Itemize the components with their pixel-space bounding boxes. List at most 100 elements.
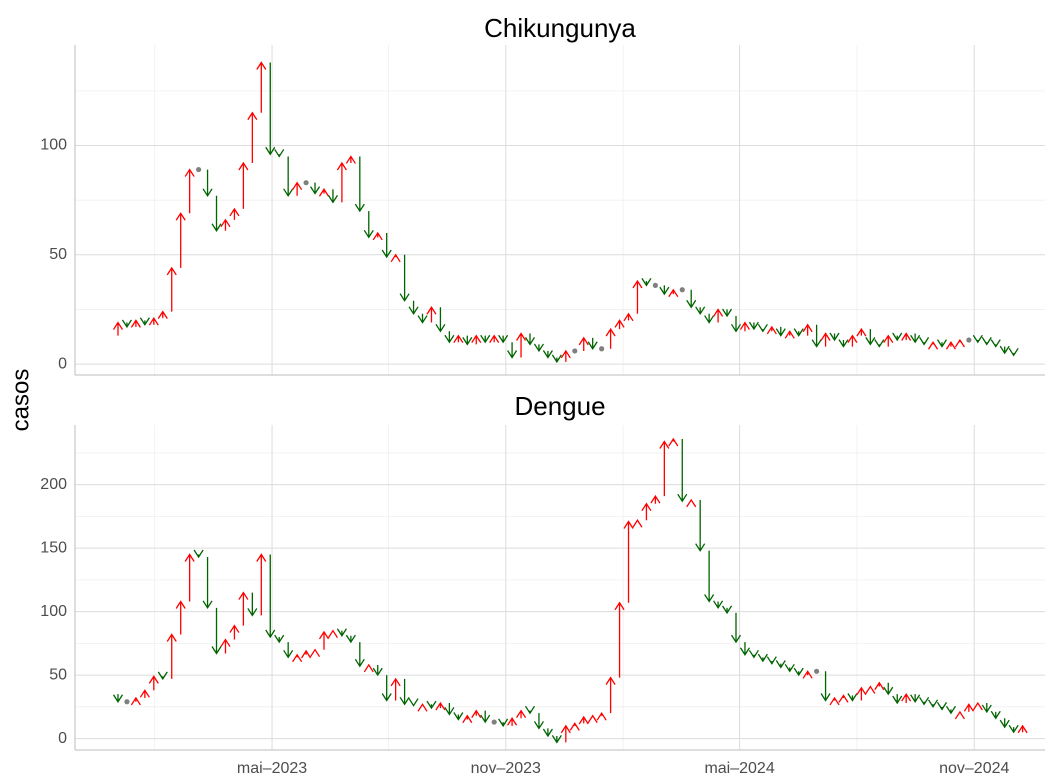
up-arrow [560, 724, 571, 743]
down-arrow [507, 342, 518, 359]
y-tick-label: 0 [58, 355, 67, 372]
down-arrow [551, 735, 562, 744]
down-arrow [283, 642, 294, 659]
up-arrow [713, 308, 724, 323]
up-arrow [292, 653, 303, 663]
x-tick-label: nov–2023 [471, 760, 541, 776]
down-arrow [999, 345, 1010, 355]
down-arrow [919, 337, 930, 346]
down-arrow [408, 698, 419, 707]
down-arrow [426, 700, 437, 710]
down-arrow [811, 324, 822, 348]
up-arrow [318, 188, 330, 197]
down-arrow [739, 642, 751, 656]
up-arrow [130, 319, 141, 328]
up-arrow [471, 709, 482, 718]
down-arrow [498, 718, 509, 728]
up-arrow [856, 327, 867, 337]
up-arrow [578, 336, 589, 351]
up-arrow [614, 601, 625, 678]
up-arrow [614, 319, 625, 330]
down-arrow [417, 313, 428, 324]
down-arrow [981, 703, 992, 714]
down-arrow [677, 438, 688, 503]
up-arrow [659, 440, 670, 497]
flat-dot [303, 180, 309, 186]
down-arrow [265, 62, 276, 156]
down-arrow [695, 306, 706, 316]
up-arrow [238, 161, 249, 209]
down-arrow [775, 660, 786, 669]
down-arrow [121, 319, 132, 329]
up-arrow [766, 325, 777, 335]
down-arrow [990, 339, 1001, 348]
down-arrow [551, 354, 562, 364]
up-arrow [874, 681, 885, 691]
up-arrow [829, 696, 840, 706]
down-arrow [704, 313, 715, 324]
up-arrow [838, 694, 849, 703]
down-arrow [1008, 724, 1019, 734]
down-arrow [936, 702, 948, 711]
down-arrow [641, 278, 652, 287]
down-arrow [919, 696, 930, 706]
flat-dot [491, 719, 497, 725]
down-arrow [793, 328, 804, 337]
down-arrow [775, 326, 786, 337]
down-arrow [524, 705, 536, 715]
down-arrow [1008, 347, 1019, 357]
down-arrow [945, 705, 957, 715]
down-arrow [381, 675, 392, 702]
up-arrow [515, 332, 527, 358]
up-arrow [426, 306, 437, 323]
down-arrow [193, 549, 204, 559]
up-arrow [623, 520, 634, 603]
up-arrow [175, 212, 186, 268]
up-arrow [954, 338, 965, 348]
down-arrow [820, 671, 831, 702]
up-arrow [390, 253, 401, 263]
down-arrow [274, 634, 285, 644]
up-arrow [587, 714, 598, 724]
up-arrow [130, 696, 141, 706]
down-arrow [381, 232, 392, 259]
down-arrow [435, 307, 446, 333]
down-arrow [202, 557, 213, 610]
up-arrow [605, 676, 616, 714]
up-arrow [623, 312, 634, 322]
up-arrow [954, 710, 965, 720]
up-arrow [560, 349, 571, 362]
up-arrow [865, 685, 876, 694]
flat-dot [814, 668, 820, 674]
down-arrow [990, 710, 1001, 720]
up-arrow [390, 677, 401, 701]
up-arrow [515, 709, 527, 719]
down-arrow [211, 607, 222, 655]
down-arrow [892, 694, 903, 705]
up-arrow [945, 341, 957, 350]
down-arrow [695, 499, 706, 552]
up-arrow [247, 111, 258, 164]
up-arrow [784, 330, 795, 339]
x-tick-label: mai–2023 [237, 760, 307, 776]
down-arrow [704, 550, 715, 603]
up-arrow [220, 218, 231, 231]
x-tick-label: mai–2024 [704, 760, 774, 776]
down-arrow [910, 333, 921, 344]
up-arrow [301, 649, 312, 659]
down-arrow [784, 663, 795, 673]
up-arrow [175, 600, 186, 635]
down-arrow [265, 554, 276, 639]
down-arrow [157, 671, 168, 681]
flat-dot [124, 699, 130, 705]
down-arrow [829, 332, 840, 342]
down-arrow [927, 699, 939, 709]
up-arrow [112, 321, 124, 336]
up-arrow [327, 629, 338, 639]
up-arrow [856, 686, 867, 701]
down-arrow [533, 713, 544, 730]
down-arrow [874, 339, 885, 348]
down-arrow [444, 331, 455, 344]
down-arrow [542, 350, 553, 359]
up-arrow [847, 334, 858, 347]
